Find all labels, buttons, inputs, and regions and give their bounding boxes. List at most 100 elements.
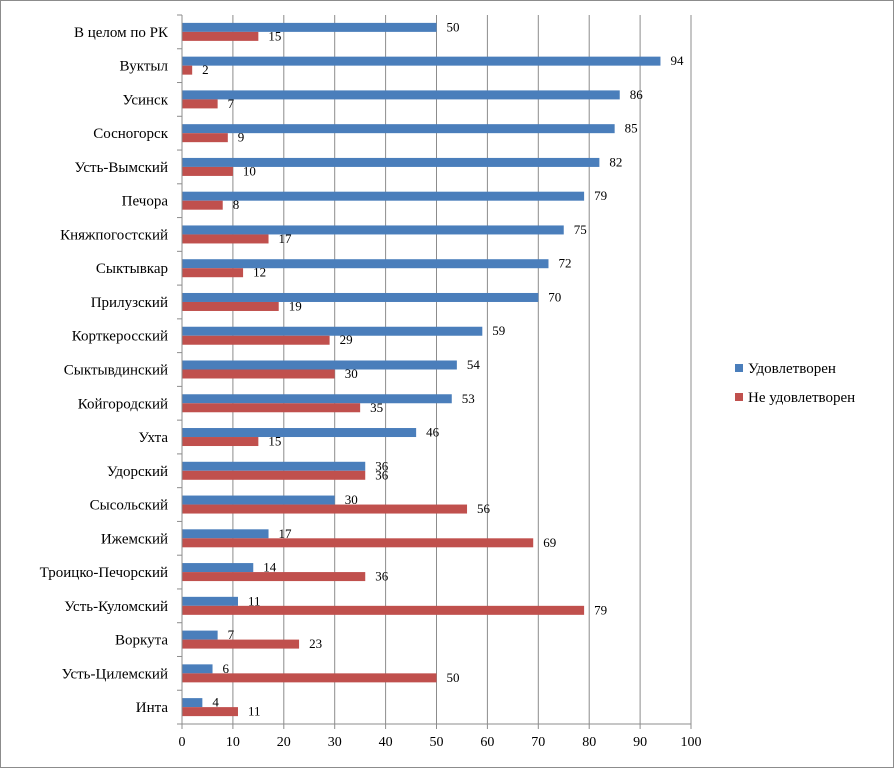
- bar-unsatisfied: [182, 166, 233, 176]
- bar-unsatisfied: [182, 301, 279, 311]
- bar-satisfied: [182, 56, 661, 66]
- bar-unsatisfied: [182, 538, 534, 548]
- data-label-satisfied: 85: [625, 121, 638, 136]
- data-label-unsatisfied: 9: [238, 130, 245, 145]
- x-tick-label: 90: [633, 735, 647, 750]
- category-label: Инта: [136, 700, 169, 716]
- x-tick-label: 60: [480, 735, 494, 750]
- category-label: Сысольский: [90, 498, 168, 514]
- data-label-satisfied: 7: [228, 627, 235, 642]
- bar-unsatisfied: [182, 200, 223, 210]
- data-label-unsatisfied: 56: [477, 501, 491, 516]
- bar-satisfied: [182, 596, 238, 606]
- data-label-satisfied: 86: [630, 87, 644, 102]
- data-label-unsatisfied: 10: [243, 163, 256, 178]
- bar-unsatisfied: [182, 31, 259, 41]
- x-tick-label: 100: [681, 735, 702, 750]
- bar-unsatisfied: [182, 639, 300, 649]
- data-label-unsatisfied: 7: [228, 96, 235, 111]
- data-label-unsatisfied: 29: [340, 332, 353, 347]
- data-label-satisfied: 4: [212, 695, 219, 710]
- bar-unsatisfied: [182, 572, 366, 582]
- bar-satisfied: [182, 495, 335, 505]
- data-label-satisfied: 53: [462, 391, 475, 406]
- data-label-satisfied: 50: [447, 19, 460, 34]
- bar-satisfied: [182, 394, 452, 404]
- bar-unsatisfied: [182, 437, 259, 447]
- bar-satisfied: [182, 292, 539, 302]
- data-label-unsatisfied: 17: [279, 231, 293, 246]
- legend-swatch-unsatisfied: [735, 393, 743, 401]
- bar-unsatisfied: [182, 605, 585, 615]
- bar-unsatisfied: [182, 133, 228, 143]
- data-label-satisfied: 72: [558, 256, 571, 271]
- bar-unsatisfied: [182, 268, 244, 278]
- data-label-satisfied: 14: [263, 560, 277, 575]
- bar-unsatisfied: [182, 369, 335, 379]
- bars: [182, 22, 661, 717]
- axes: 0 10 20 30 40 50 60 70 80 90 100 В целом по РК Вукты…: [40, 14, 702, 750]
- data-label-unsatisfied: 15: [268, 434, 281, 449]
- category-label: Печора: [122, 194, 169, 210]
- data-label-unsatisfied: 8: [233, 197, 240, 212]
- bar-unsatisfied: [182, 234, 269, 244]
- data-label-unsatisfied: 23: [309, 636, 322, 651]
- bar-unsatisfied: [182, 403, 361, 413]
- data-label-unsatisfied: 2: [202, 62, 209, 77]
- data-label-satisfied: 59: [492, 323, 505, 338]
- category-label: Прилузский: [91, 295, 168, 311]
- data-label-satisfied: 79: [594, 188, 607, 203]
- bar-satisfied: [182, 225, 564, 235]
- bar-satisfied: [182, 22, 437, 32]
- data-label-unsatisfied: 69: [543, 535, 556, 550]
- x-tick-label: 40: [379, 735, 393, 750]
- legend-swatch-satisfied: [735, 364, 743, 372]
- data-label-unsatisfied: 36: [375, 467, 389, 482]
- data-label-satisfied: 46: [426, 425, 440, 440]
- bar-satisfied: [182, 664, 213, 674]
- data-label-unsatisfied: 19: [289, 298, 302, 313]
- bar-unsatisfied: [182, 99, 218, 109]
- data-label-satisfied: 11: [248, 593, 261, 608]
- bar-unsatisfied: [182, 707, 238, 717]
- data-label-satisfied: 36: [375, 458, 389, 473]
- category-label: Сыктывдинский: [64, 363, 168, 379]
- data-label-unsatisfied: 79: [594, 602, 607, 617]
- bar-unsatisfied: [182, 335, 330, 345]
- x-tick-label: 10: [226, 735, 240, 750]
- bar-satisfied: [182, 630, 218, 640]
- data-label-satisfied: 17: [279, 526, 293, 541]
- bar-satisfied: [182, 461, 366, 471]
- bar-satisfied: [182, 360, 457, 370]
- category-label: Троицко-Печорский: [40, 565, 168, 581]
- category-label: Сосногорск: [93, 126, 169, 142]
- bar-unsatisfied: [182, 673, 437, 683]
- category-label: Корткеросский: [72, 329, 168, 345]
- x-tick-label: 0: [179, 735, 186, 750]
- data-label-satisfied: 75: [574, 222, 587, 237]
- bar-unsatisfied: [182, 470, 366, 480]
- bar-satisfied: [182, 90, 620, 100]
- data-label-unsatisfied: 30: [345, 366, 358, 381]
- data-label-satisfied: 54: [467, 357, 481, 372]
- category-label: Удорский: [107, 464, 168, 480]
- data-label-unsatisfied: 15: [268, 28, 281, 43]
- data-labels: 50 15 94 2 86 7 85 9 82 10 79 8 75 17 72 12 70 19 59 29 54 30…: [202, 19, 684, 718]
- data-label-unsatisfied: 50: [447, 670, 460, 685]
- legend: Удовлетворен Не удовлетворен: [735, 361, 855, 406]
- category-label: Койгородский: [78, 396, 168, 412]
- category-label: Усть-Куломский: [64, 599, 168, 615]
- data-label-unsatisfied: 35: [370, 400, 383, 415]
- data-label-satisfied: 6: [223, 661, 230, 676]
- category-label: Усть-Вымский: [75, 160, 168, 176]
- data-label-satisfied: 82: [609, 154, 622, 169]
- legend-label-unsatisfied: Не удовлетворен: [748, 390, 855, 406]
- data-label-unsatisfied: 36: [375, 569, 389, 584]
- bar-satisfied: [182, 563, 254, 573]
- category-label: Княжпогостский: [60, 227, 168, 243]
- category-label: Вуктыл: [119, 59, 168, 75]
- x-tick-label: 80: [582, 735, 596, 750]
- data-label-unsatisfied: 12: [253, 265, 266, 280]
- bar-satisfied: [182, 191, 585, 201]
